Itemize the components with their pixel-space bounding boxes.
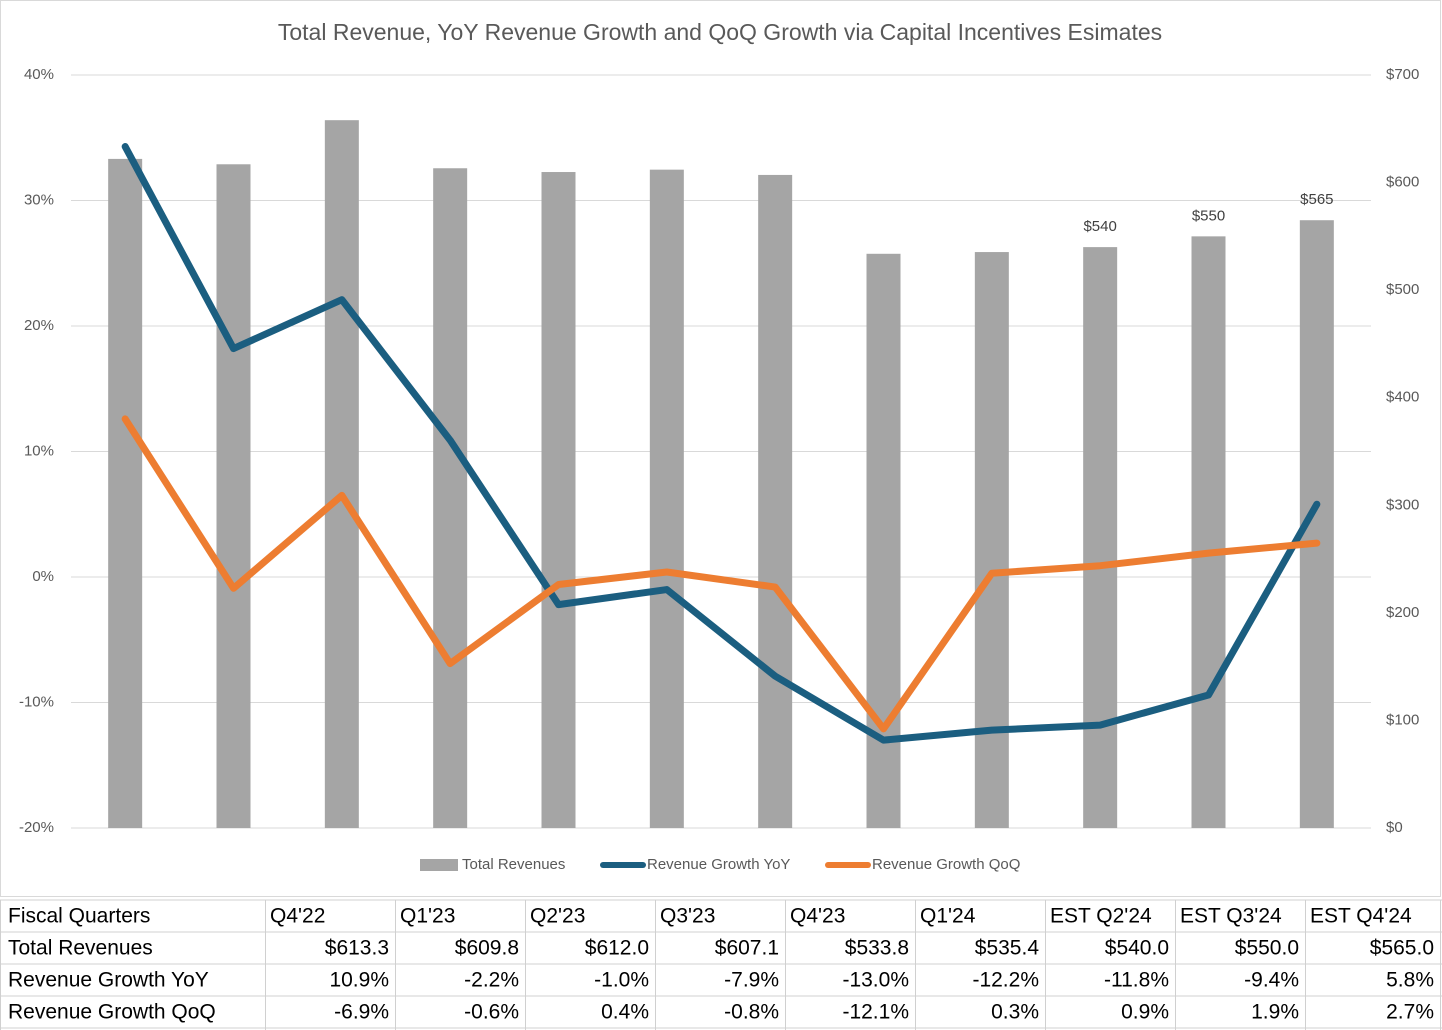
table-row-label: Revenue Growth YoY (8, 969, 209, 992)
bar (974, 252, 1009, 829)
y-tick-label: 10% (24, 442, 54, 459)
table-cell: 5.8% (1386, 969, 1434, 992)
legend-swatch (420, 859, 458, 871)
table-cell: -6.9% (334, 1001, 389, 1024)
table-header: Q4'22 (270, 905, 325, 928)
table-cell: 0.4% (601, 1001, 649, 1024)
data-label: $565 (1300, 191, 1333, 208)
y2-tick-label: $200 (1386, 604, 1419, 621)
line (121, 143, 1321, 744)
y-tick-label: 40% (24, 66, 54, 83)
y2-tick-label: $500 (1386, 281, 1419, 298)
table-cell: $540.0 (1105, 937, 1169, 960)
table-cell: 0.3% (991, 1001, 1039, 1024)
table-cell: -13.0% (842, 969, 909, 992)
bar (216, 164, 251, 828)
y-tick-label: -20% (19, 819, 54, 836)
table-cell: 10.9% (329, 969, 389, 992)
y2-tick-label: $0 (1386, 819, 1403, 836)
chart-title: Total Revenue, YoY Revenue Growth and Qo… (278, 19, 1162, 45)
table-cell: -0.8% (724, 1001, 779, 1024)
y-tick-label: 0% (32, 568, 54, 585)
y-tick-label: -10% (19, 693, 54, 710)
bar (649, 169, 684, 829)
table-cell: $550.0 (1235, 937, 1299, 960)
table-header: Fiscal Quarters (8, 905, 150, 928)
table-cell: 0.9% (1121, 1001, 1169, 1024)
table-cell: $535.4 (975, 937, 1040, 960)
y2-tick-label: $400 (1386, 389, 1419, 406)
table-cell: 2.7% (1386, 1001, 1434, 1024)
table-cell: -0.6% (464, 1001, 519, 1024)
table-cell: -7.9% (724, 969, 779, 992)
bar (1191, 236, 1226, 828)
table-header: EST Q2'24 (1050, 905, 1152, 928)
table-cell: $609.8 (455, 937, 519, 960)
table-cell: -11.8% (1104, 969, 1169, 992)
table-header: EST Q4'24 (1310, 905, 1412, 928)
data-label: $540 (1083, 218, 1116, 235)
bar (758, 174, 793, 829)
table-cell: -2.2% (464, 969, 519, 992)
legend-label: Revenue Growth YoY (647, 856, 790, 873)
table-cell: -9.4% (1244, 969, 1299, 992)
y2-tick-label: $100 (1386, 711, 1419, 728)
table-header: Q1'23 (400, 905, 455, 928)
data-label: $550 (1192, 207, 1225, 224)
y2-tick-label: $700 (1386, 66, 1419, 83)
table-header: Q4'23 (790, 905, 845, 928)
table-header: Q3'23 (660, 905, 715, 928)
y2-tick-label: $300 (1386, 496, 1419, 513)
bar (541, 172, 576, 829)
bar (324, 120, 359, 829)
legend-label: Revenue Growth QoQ (872, 856, 1020, 873)
bar (1083, 247, 1118, 829)
table-row-label: Revenue Growth QoQ (8, 1001, 216, 1024)
legend-label: Total Revenues (462, 856, 565, 873)
table-cell: $533.8 (845, 937, 909, 960)
table-cell: -12.2% (972, 969, 1039, 992)
table-header: Q2'23 (530, 905, 585, 928)
y2-tick-label: $600 (1386, 174, 1419, 191)
table-header: Q1'24 (920, 905, 976, 928)
table-cell: $565.0 (1370, 937, 1434, 960)
bar (108, 158, 143, 829)
table-cell: -12.1% (842, 1001, 909, 1024)
table-cell: $607.1 (715, 937, 779, 960)
table-cell: $612.0 (585, 937, 649, 960)
y-tick-label: 20% (24, 317, 54, 334)
table-cell: $613.3 (325, 937, 389, 960)
table-cell: -1.0% (594, 969, 649, 992)
y-tick-label: 30% (24, 191, 54, 208)
table-row-label: Total Revenues (8, 937, 153, 960)
table-header: EST Q3'24 (1180, 905, 1282, 928)
bar (433, 168, 468, 829)
table-cell: 1.9% (1251, 1001, 1299, 1024)
line (121, 415, 1321, 733)
